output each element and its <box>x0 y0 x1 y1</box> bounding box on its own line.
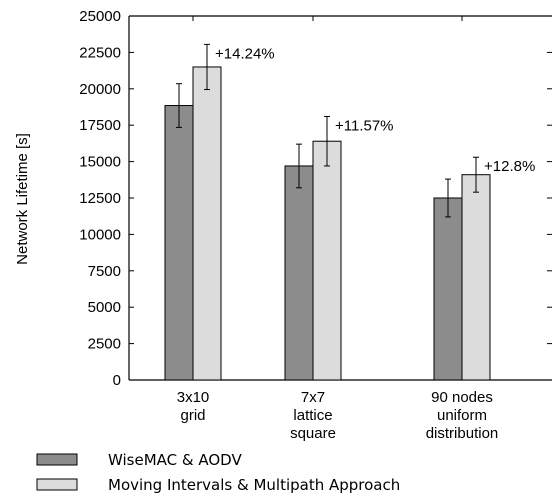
legend-swatch <box>36 478 78 491</box>
legend-swatch <box>36 453 78 466</box>
bar-moving-intervals <box>461 174 491 381</box>
legend-label: WiseMAC & AODV <box>108 451 242 469</box>
legend-label: Moving Intervals & Multipath Approach <box>108 476 400 494</box>
y-tick-label: 22500 <box>79 44 121 61</box>
y-tick-label: 17500 <box>79 117 121 134</box>
y-tick-label: 2500 <box>88 336 121 353</box>
y-tick-label: 7500 <box>88 263 121 280</box>
x-tick-label: lattice <box>293 407 332 424</box>
improvement-label: +12.8% <box>484 158 535 175</box>
x-tick-label: distribution <box>426 425 499 442</box>
y-tick-label: 12500 <box>79 190 121 207</box>
y-tick-label: 10000 <box>79 226 121 243</box>
bar-moving-intervals <box>312 140 342 381</box>
x-tick-label: grid <box>180 407 205 424</box>
improvement-label: +14.24% <box>215 45 275 62</box>
x-tick-label: 90 nodes <box>431 389 493 406</box>
x-tick-label: 3x10 <box>177 389 210 406</box>
y-axis-label: Network Lifetime [s] <box>14 133 31 265</box>
y-tick-label: 15000 <box>79 154 121 171</box>
x-tick-label: 7x7 <box>301 389 325 406</box>
bar-wisemac-aodv <box>164 105 194 381</box>
bar-wisemac-aodv <box>433 197 463 381</box>
bar-moving-intervals <box>192 66 222 381</box>
y-tick-label: 5000 <box>88 299 121 316</box>
improvement-label: +11.57% <box>335 117 394 134</box>
x-tick-label: uniform <box>437 407 487 424</box>
plot-area: 0 2500 5000 7500 10000 12500 15000 17500 20000 22… <box>79 8 552 442</box>
bar-wisemac-aodv <box>284 165 314 381</box>
y-tick-label: 20000 <box>79 81 121 98</box>
legend: WiseMAC & AODV Moving Intervals & Multipa… <box>36 451 400 494</box>
y-tick-label: 0 <box>113 372 121 389</box>
y-tick-label: 25000 <box>79 8 121 25</box>
x-tick-label: square <box>290 425 336 442</box>
